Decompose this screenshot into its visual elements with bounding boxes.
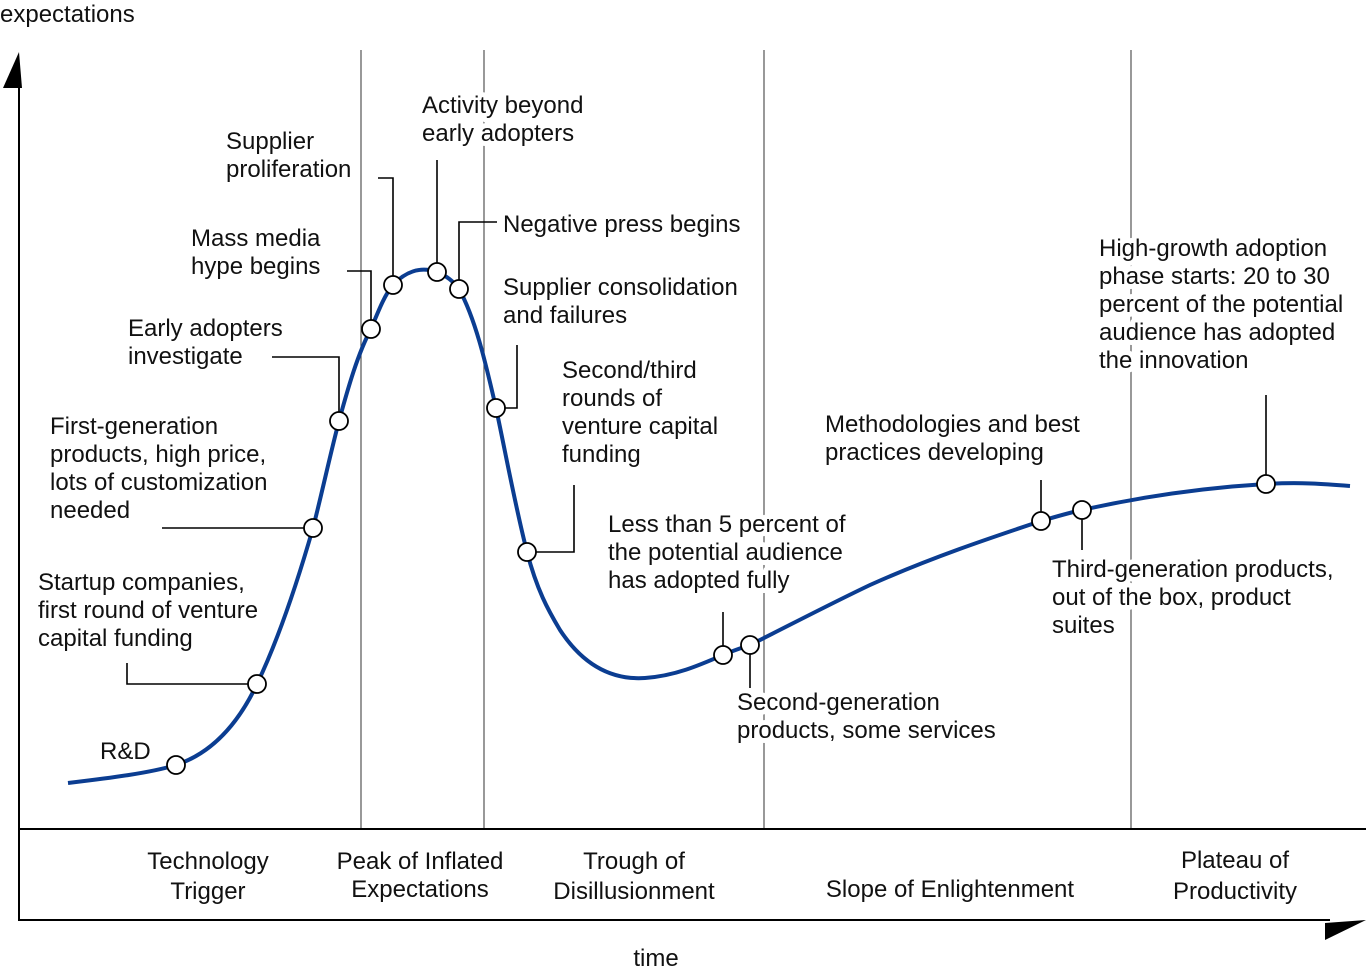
phase-labels: Technology Trigger Peak of Inflated Expect…	[147, 847, 1297, 905]
leader-line	[378, 177, 394, 285]
annotation-first-generation: First-generation products, high price, lot…	[50, 413, 267, 524]
leader-line	[527, 485, 575, 553]
annotation-high-growth: High-growth adoption phase starts: 20 to …	[1099, 235, 1343, 374]
phase-separators	[360, 50, 1132, 829]
annotation-startup: Startup companies, first round of venture…	[38, 569, 258, 652]
leader-lines	[126, 160, 1267, 688]
milestone-marker	[517, 542, 537, 562]
annotation-second-generation: Second-generation products, some services	[737, 689, 996, 744]
annotation-supplier-consolidation: Supplier consolidation and failures	[503, 274, 738, 329]
milestone-marker	[449, 279, 469, 299]
phase-label-slope: Slope of Enlightenment	[826, 876, 1075, 903]
annotation-early-adopters: Early adopters investigate	[128, 315, 283, 370]
annotation-negative-press: Negative press begins	[503, 211, 740, 238]
annotation-second-third-rounds: Second/third rounds of venture capital fund…	[562, 357, 718, 468]
leader-line	[347, 270, 372, 329]
milestone-marker	[247, 674, 267, 694]
leader-line	[458, 221, 497, 289]
milestone-marker	[713, 645, 733, 665]
phase-label-technology-trigger: Technology Trigger	[147, 848, 268, 905]
milestone-marker	[361, 319, 381, 339]
leader-line	[126, 663, 257, 685]
phase-label-trough: Trough of Disillusionment	[553, 848, 715, 905]
milestone-marker	[1072, 500, 1092, 520]
milestone-marker	[1256, 474, 1276, 494]
hype-curve	[67, 267, 1351, 785]
milestone-markers	[166, 262, 1276, 775]
milestone-marker	[486, 398, 506, 418]
milestone-marker	[1031, 511, 1051, 531]
milestone-marker	[427, 262, 447, 282]
annotation-mass-media: Mass media hype begins	[191, 225, 321, 280]
x-axis-label: time	[633, 945, 678, 970]
leader-line	[272, 356, 340, 421]
milestone-marker	[166, 755, 186, 775]
annotation-less-than-5-percent: Less than 5 percent of the potential audi…	[608, 511, 846, 594]
phase-label-plateau: Plateau of Productivity	[1173, 847, 1297, 905]
annotation-supplier-proliferation: Supplier proliferation	[226, 128, 351, 183]
annotations: R&D Startup companies, first round of ven…	[33, 87, 1348, 770]
milestone-marker	[383, 275, 403, 295]
annotation-activity-beyond: Activity beyond early adopters	[422, 92, 583, 147]
annotation-methodologies: Methodologies and best practices developi…	[825, 411, 1080, 466]
annotation-rnd: R&D	[100, 738, 151, 765]
milestone-marker	[740, 635, 760, 655]
phase-label-peak: Peak of Inflated Expectations	[337, 848, 504, 903]
annotation-third-generation: Third-generation products, out of the box…	[1052, 556, 1333, 639]
y-axis-label: expectations	[0, 1, 135, 28]
x-axis-arrow-icon	[1325, 920, 1366, 940]
milestone-marker	[303, 518, 323, 538]
milestone-marker	[329, 411, 349, 431]
leader-line	[496, 345, 518, 409]
y-axis-arrow-icon	[3, 52, 22, 88]
